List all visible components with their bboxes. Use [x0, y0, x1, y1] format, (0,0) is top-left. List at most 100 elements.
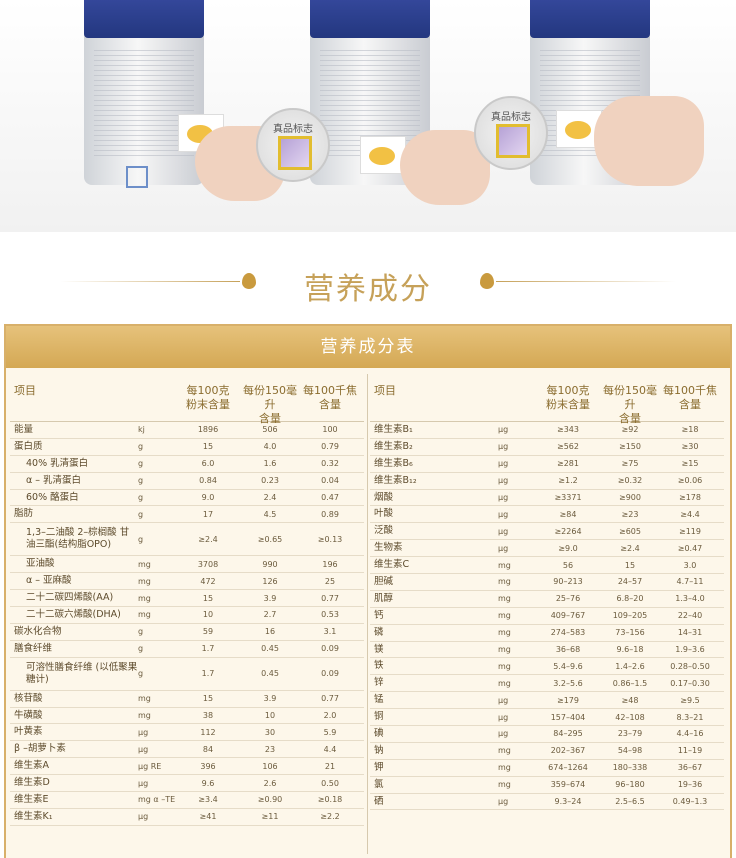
nutrient-name: 碘 [374, 727, 384, 739]
unit: μg [498, 797, 509, 807]
per100kcal-value: 22–40 [677, 611, 703, 621]
per150ml-value: ≥150 [619, 442, 641, 452]
per100g-value: ≥562 [557, 442, 579, 452]
per150ml-value: 990 [262, 559, 278, 569]
header-per100g: 每100克 粉末含量 [546, 384, 590, 411]
nutrient-name: 氯 [374, 778, 384, 790]
per100kcal-value: 0.77 [321, 593, 339, 603]
unit: mg [498, 678, 511, 688]
table-title: 营养成分表 [6, 326, 730, 368]
per100kcal-value: 8.3–21 [676, 712, 704, 722]
per100kcal-value: 0.89 [321, 509, 339, 519]
per150ml-value: ≥23 [621, 509, 639, 519]
nutrient-name: 脂肪 [14, 508, 34, 520]
per150ml-value: ≥75 [621, 459, 639, 469]
per100kcal-value: 0.09 [321, 644, 339, 654]
per100g-value: 9.0 [201, 493, 215, 502]
per100g-value: ≥1.2 [558, 476, 578, 486]
nutrient-name: 核苷酸 [14, 692, 43, 704]
badge-label: 真品标志 [491, 112, 531, 123]
per150ml-value: ≥48 [621, 695, 639, 705]
header-per100g: 每100克 粉末含量 [186, 384, 230, 411]
per150ml-value: 3.9 [263, 694, 277, 704]
nutrient-name: 亚油酸 [26, 558, 55, 570]
table-row: 二十二碳六烯酸(DHA) mg 10 2.7 0.53 [10, 607, 364, 624]
per100kcal-value: ≥119 [679, 526, 701, 536]
table-row: 维生素E mg α –TE ≥3.4 ≥0.90 ≥0.18 [10, 792, 364, 809]
nutrient-name: 铜 [374, 711, 384, 723]
per150ml-value: 42–108 [615, 712, 645, 722]
per150ml-value: 2.5–6.5 [615, 797, 645, 807]
per100g-value: 1896 [197, 425, 219, 435]
nutrient-name: 维生素A [14, 760, 49, 772]
unit: mg [138, 694, 151, 704]
nutrient-name: 磷 [374, 626, 384, 638]
per100g-value: 3708 [197, 559, 219, 569]
per150ml-value: 23 [264, 744, 276, 754]
per100kcal-value: ≥18 [681, 425, 699, 435]
table-row: 40% 乳清蛋白 g 6.0 1.6 0.32 [10, 456, 364, 473]
per100g-value: ≥84 [559, 509, 577, 519]
unit: μg [498, 493, 509, 502]
per100g-value: 15 [202, 442, 214, 452]
per100kcal-value: ≥2.2 [320, 812, 340, 822]
nutrient-name: 铁 [374, 660, 384, 672]
per100g-value: 10 [202, 610, 214, 620]
table-header: 项目 每100克 粉末含量 每份150毫升 含量 每100千焦 含量 [10, 374, 364, 425]
per100g-value: ≥179 [557, 695, 579, 705]
unit: mg [498, 645, 511, 655]
per100kcal-value: 1.3–4.0 [675, 594, 705, 604]
table-row: 维生素B₂ μg ≥562 ≥150 ≥30 [370, 439, 724, 456]
per150ml-value: 9.6–18 [616, 645, 644, 655]
unit: μg [498, 476, 509, 486]
per150ml-value: 4.0 [263, 442, 277, 452]
per100g-value: ≥2.4 [198, 534, 218, 544]
header-per150ml: 每份150毫升 含量 [243, 384, 297, 425]
unit: g [138, 509, 144, 519]
header-per150ml: 每份150毫升 含量 [603, 384, 657, 425]
unit: g [138, 669, 144, 679]
per150ml-value: ≥0.65 [257, 534, 283, 544]
per100g-value: 15 [202, 694, 214, 704]
per150ml-value: 73–156 [615, 628, 645, 638]
nutrient-name: 钙 [374, 609, 384, 621]
per100kcal-value: 0.32 [321, 459, 339, 469]
per100g-value: 56 [562, 560, 574, 570]
unit: mg [498, 763, 511, 773]
per150ml-value: 1.6 [263, 459, 277, 469]
per100g-value: 15 [202, 593, 214, 603]
per150ml-value: ≥0.32 [617, 476, 643, 486]
unit: μg [498, 442, 509, 452]
section-heading: 营养成分 [0, 232, 736, 324]
per100g-value: ≥281 [557, 459, 579, 469]
table-row: 二十二碳四烯酸(AA) mg 15 3.9 0.77 [10, 590, 364, 608]
per100kcal-value: ≥15 [681, 459, 699, 469]
unit: μg [498, 509, 509, 519]
per150ml-value: ≥900 [619, 493, 641, 502]
hologram-icon [496, 124, 530, 158]
product-photos: 真品标志 真品标志 [0, 0, 736, 232]
nutrient-name: 生物素 [374, 542, 403, 554]
table-row: 60% 酪蛋白 g 9.0 2.4 0.47 [10, 490, 364, 507]
table-left-column: 项目 每100克 粉末含量 每份150毫升 含量 每100千焦 含量 能量 kj 1896… [10, 374, 364, 826]
per150ml-value: 30 [264, 727, 276, 737]
per150ml-value: 0.45 [261, 669, 279, 679]
table-row: 蛋白质 g 15 4.0 0.79 [10, 439, 364, 456]
per150ml-value: ≥11 [261, 812, 279, 822]
hand-image [594, 96, 704, 186]
per100g-value: 9.6 [201, 778, 215, 788]
table-row: 肌醇 mg 25–76 6.8–20 1.3–4.0 [370, 591, 724, 608]
nutrient-name: 牛磺酸 [14, 709, 43, 721]
table-row: 牛磺酸 mg 38 10 2.0 [10, 708, 364, 725]
per150ml-value: ≥2.4 [620, 543, 640, 553]
unit: mg [138, 576, 151, 586]
per100g-value: 84–295 [553, 729, 583, 739]
unit: mg [498, 780, 511, 790]
nutrition-table: 营养成分表 项目 每100克 粉末含量 每份150毫升 含量 每100千焦 含量 能量… [4, 324, 732, 858]
nutrient-name: 维生素B₁₂ [374, 474, 417, 486]
unit: μg [498, 729, 509, 739]
per100g-value: 274–583 [550, 628, 586, 638]
per100g-value: 112 [200, 727, 216, 737]
unit: g [138, 627, 144, 637]
per100kcal-value: 0.04 [321, 476, 339, 486]
